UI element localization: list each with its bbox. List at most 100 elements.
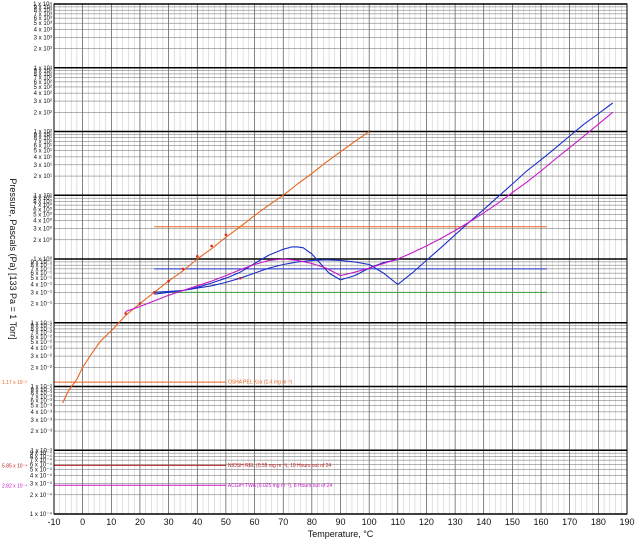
x-tick-label: 170: [562, 517, 577, 527]
y-tick-label: 3 x 10⁰: [33, 226, 52, 233]
x-tick-label: 90: [335, 517, 345, 527]
y-tick-label: 4 x 10⁻³: [30, 410, 52, 416]
y-tick-label: 9 x 10¹: [34, 132, 52, 138]
data-point: [181, 267, 185, 271]
y-tick-label: 4 x 10⁻²: [30, 346, 52, 352]
y-tick-label: 8 x 10⁻¹: [30, 263, 52, 269]
y-tick-label: 6 x 10⁻³: [30, 399, 52, 405]
y-tick-label: 3 x 10³: [34, 35, 52, 41]
y-tick-label: 8 x 10⁰: [33, 198, 52, 205]
y-tick-label: 1 x 10⁻⁴: [30, 511, 53, 518]
y-tick-label: 6 x 10⁻²: [30, 335, 52, 341]
y-tick-label: 7 x 10²: [34, 76, 52, 82]
x-axis-label: Temperature, °C: [308, 529, 374, 539]
y-tick-label: 8 x 10⁻³: [30, 391, 52, 397]
y-tick-label: 9 x 10⁰: [33, 195, 52, 202]
y-tick-label: 1 x 10⁰: [33, 256, 52, 263]
y-tick-label: 4 x 10⁰: [33, 218, 52, 225]
y-tick-label: 1 x 10⁴: [33, 1, 52, 8]
y-tick-label: 1 x 10⁻²: [30, 385, 52, 391]
y-tick-label: 1 x 10⁻¹: [30, 321, 52, 327]
x-tick-label: 10: [106, 517, 116, 527]
series-line-3: [154, 246, 398, 295]
data-point: [167, 279, 170, 283]
y-tick-label: 6 x 10⁻⁴: [30, 461, 53, 468]
y-tick-label: 3 x 10⁻³: [30, 418, 52, 424]
y-tick-label: 1 x 10³: [34, 66, 52, 72]
y-tick-label: 9 x 10³: [34, 5, 52, 11]
y-tick-label: 8 x 10¹: [34, 136, 52, 142]
x-tick-label: 180: [591, 517, 606, 527]
y-tick-label: 6 x 10³: [34, 16, 52, 22]
data-point: [210, 244, 213, 248]
y-axis-label: Pressure, Pascals (Pa) [133 Pa = 1 Torr]: [8, 178, 18, 339]
x-tick-label: 70: [278, 517, 288, 527]
x-tick-label: 40: [192, 517, 202, 527]
y-tick-label: 2 x 10⁻²: [30, 365, 52, 371]
data-point: [195, 255, 199, 258]
y-tick-label: 7 x 10⁰: [33, 202, 52, 209]
x-tick-label: 110: [391, 517, 405, 527]
y-tick-labels: 1 x 10⁻⁴ 2 x 10⁻⁴ 3 x 10⁻⁴4 x 10⁻⁴5 x 10⁻⁴…: [30, 1, 53, 518]
reference-value-label: 2.82 x 10⁻⁴: [2, 483, 27, 489]
y-tick-label: 2 x 10²: [34, 110, 52, 116]
y-tick-label: 3 x 10²: [34, 99, 52, 105]
x-tick-label: 20: [135, 517, 145, 527]
y-tick-label: 1 x 10²: [34, 130, 52, 136]
data-point: [152, 291, 156, 294]
y-tick-label: 7 x 10¹: [34, 139, 52, 145]
x-tick-label: 160: [534, 517, 549, 527]
y-tick-label: 3 x 10⁻²: [30, 354, 52, 360]
y-tick-label: 5 x 10⁻³: [30, 404, 52, 410]
x-tick-label: -10: [47, 517, 60, 527]
reference-value-label: 1.17 x 10⁻²: [2, 380, 27, 386]
y-tick-label: 7 x 10⁻²: [30, 331, 52, 337]
x-tick-label: 100: [362, 517, 377, 527]
y-tick-label: 2 x 10¹: [34, 174, 52, 180]
y-tick-label: 8 x 10⁻²: [30, 327, 52, 333]
y-tick-label: 7 x 10⁻⁴: [30, 457, 53, 464]
x-tick-label: 80: [307, 517, 317, 527]
data-point: [138, 302, 142, 305]
reference-line-label: ACGIH TWA (0.025 mg m⁻³), 8 Hours out of…: [228, 483, 333, 489]
grid: [53, 3, 628, 515]
data-point: [124, 312, 127, 315]
x-tick-label: 60: [250, 517, 260, 527]
y-tick-label: 3 x 10⁻⁴: [30, 481, 53, 488]
y-tick-label: 2 x 10⁻¹: [30, 302, 52, 308]
y-tick-label: 6 x 10⁻¹: [30, 271, 52, 277]
y-tick-label: 9 x 10⁻¹: [30, 260, 52, 266]
y-tick-label: 1 x 10⁻³: [30, 448, 52, 454]
y-tick-label: 6 x 10⁰: [33, 206, 52, 213]
series-line-2: [154, 102, 614, 293]
y-tick-label: 4 x 10³: [34, 27, 52, 33]
y-tick-label: 4 x 10⁻¹: [30, 282, 52, 288]
y-tick-label: 3 x 10⁻¹: [30, 290, 52, 296]
y-tick-label: 5 x 10⁻⁴: [30, 466, 53, 473]
y-tick-label: 5 x 10⁻²: [30, 340, 52, 346]
y-tick-label: 4 x 10¹: [34, 155, 52, 161]
x-tick-label: 120: [419, 517, 434, 527]
y-tick-label: 5 x 10⁻¹: [30, 276, 52, 282]
x-tick-label: 0: [80, 517, 85, 527]
y-tick-label: 2 x 10⁰: [33, 237, 52, 244]
x-tick-label: 150: [505, 517, 520, 527]
y-tick-label: 1 x 10¹: [34, 193, 52, 199]
data-point: [224, 233, 228, 237]
reference-line-label: NIOSH REL (0.55 mg m⁻³), 10 Hours out of…: [228, 463, 332, 469]
y-tick-label: 5 x 10³: [34, 21, 52, 27]
plot-frame: [53, 3, 628, 515]
y-tick-label: 2 x 10⁻³: [30, 429, 52, 435]
y-tick-label: 8 x 10²: [34, 72, 52, 78]
y-tick-label: 2 x 10⁻⁴: [30, 492, 53, 499]
y-tick-label: 9 x 10⁻⁴: [30, 450, 53, 457]
y-tick-label: 6 x 10¹: [34, 144, 52, 150]
reference-line-label: OSHA PEL Ksa (1.4 mg m⁻³): [228, 380, 293, 386]
y-tick-label: 5 x 10⁰: [33, 211, 52, 218]
data-point: [238, 276, 242, 280]
x-tick-label: 30: [164, 517, 174, 527]
x-tick-label: 140: [476, 517, 491, 527]
y-tick-label: 7 x 10⁻¹: [30, 267, 52, 273]
x-tick-label: 50: [221, 517, 231, 527]
